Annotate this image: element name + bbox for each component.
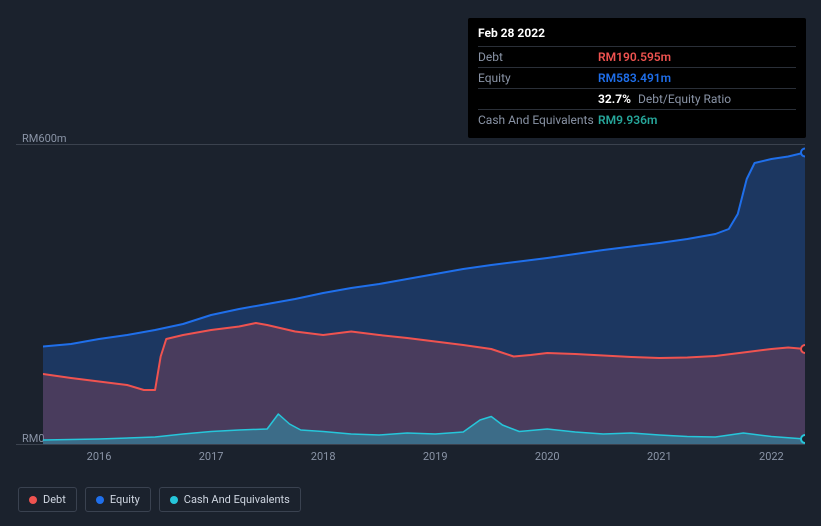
- chart-plot[interactable]: [43, 144, 805, 452]
- legend-label: Debt: [43, 493, 66, 506]
- tooltip-ratio-row: 32.7% Debt/Equity Ratio: [478, 88, 796, 109]
- end-marker-debt: [801, 345, 805, 353]
- legend: Debt Equity Cash And Equivalents: [18, 487, 301, 512]
- x-axis-label: 2016: [87, 450, 112, 463]
- tooltip-row-value: RM190.595m: [598, 50, 671, 64]
- x-axis-label: 2018: [311, 450, 336, 463]
- tooltip-row-label: Equity: [478, 71, 598, 85]
- x-axis-label: 2019: [423, 450, 448, 463]
- tooltip-row: EquityRM583.491m: [478, 67, 796, 88]
- legend-label: Equity: [110, 493, 140, 506]
- end-marker-cash: [801, 435, 805, 443]
- legend-item-debt[interactable]: Debt: [18, 487, 77, 512]
- gridline: [16, 144, 805, 145]
- tooltip-row-value: RM583.491m: [598, 71, 671, 85]
- x-axis-label: 2021: [647, 450, 672, 463]
- legend-dot-icon: [29, 496, 37, 504]
- legend-item-cash[interactable]: Cash And Equivalents: [159, 487, 301, 512]
- legend-dot-icon: [170, 496, 178, 504]
- x-axis-label: 2020: [535, 450, 560, 463]
- tooltip-date: Feb 28 2022: [478, 26, 796, 40]
- chart-container: Feb 28 2022 DebtRM190.595mEquityRM583.49…: [0, 0, 821, 526]
- tooltip-ratio-spacer: [478, 92, 598, 106]
- legend-item-equity[interactable]: Equity: [85, 487, 151, 512]
- tooltip-ratio-pct: 32.7%: [598, 92, 631, 106]
- tooltip-row-label: Debt: [478, 50, 598, 64]
- x-axis-label: 2022: [759, 450, 784, 463]
- tooltip-row: DebtRM190.595m: [478, 46, 796, 67]
- tooltip-ratio-label: Debt/Equity Ratio: [638, 92, 731, 106]
- tooltip-cash-row: Cash And Equivalents RM9.936m: [478, 109, 796, 130]
- tooltip-cash-value: RM9.936m: [598, 113, 657, 127]
- tooltip-box: Feb 28 2022 DebtRM190.595mEquityRM583.49…: [468, 18, 806, 138]
- x-axis-label: 2017: [199, 450, 224, 463]
- tooltip-cash-label: Cash And Equivalents: [478, 113, 598, 127]
- gridline: [16, 444, 805, 445]
- legend-dot-icon: [96, 496, 104, 504]
- legend-label: Cash And Equivalents: [184, 493, 290, 506]
- end-marker-equity: [801, 149, 805, 157]
